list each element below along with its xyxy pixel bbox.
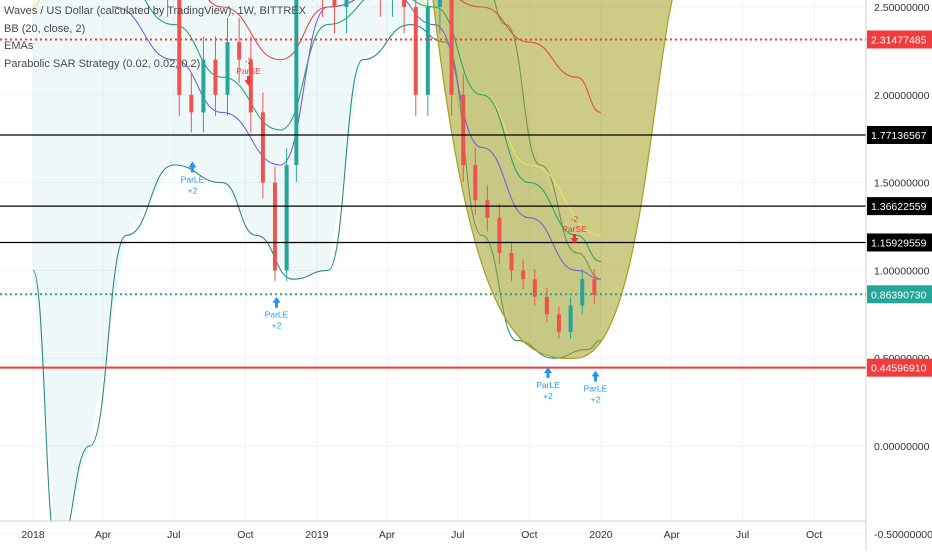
candle-body	[402, 0, 407, 7]
horizontal-levels	[0, 38, 866, 369]
candle-body	[592, 279, 597, 295]
long-arrow-icon	[272, 296, 281, 308]
signal-qty: +2	[272, 321, 282, 331]
signal-qty: -2	[571, 214, 579, 224]
price-tag-label: 2.31477485	[871, 34, 927, 46]
time-tick-label: Oct	[521, 529, 537, 541]
candle-body	[568, 305, 573, 332]
price-tag-label: 0.44596910	[871, 363, 927, 375]
price-tag-label: 0.86390730	[871, 289, 927, 301]
candle-body	[225, 42, 230, 95]
signal-qty: +2	[188, 186, 198, 196]
price-tag-box	[867, 197, 932, 216]
long-arrow-icon	[188, 161, 197, 173]
candle-body	[248, 59, 253, 113]
price-tag-label: 1.36622559	[871, 201, 927, 213]
price-tag-box	[867, 285, 932, 304]
candle-body	[201, 59, 206, 113]
candle-body	[497, 217, 502, 253]
legend-emas[interactable]: EMAs	[4, 40, 34, 52]
signal-qty: +2	[591, 394, 601, 404]
plot-layer: ParLE+2ParLE+2-2ParSEParLE+2-2ParSEParLE…	[0, 0, 866, 521]
price-tag-label: 1.15929559	[871, 237, 927, 249]
price-tick-label: 1.50000000	[874, 178, 930, 190]
candle-body	[189, 94, 194, 113]
strategy-signals: ParLE+2ParLE+2-2ParSEParLE+2-2ParSEParLE…	[181, 56, 608, 404]
time-tick-label: Apr	[379, 529, 396, 541]
price-tick-label: 2.00000000	[874, 90, 930, 102]
candle-body	[532, 279, 537, 297]
candle-body	[580, 279, 585, 306]
time-tick-label: Oct	[806, 529, 822, 541]
candle-body	[437, 0, 442, 7]
long-arrow-icon	[544, 366, 553, 378]
time-tick-label: Apr	[664, 529, 681, 541]
candle-body	[332, 0, 337, 7]
time-tick-label: Jul	[451, 529, 464, 541]
candle-body	[177, 0, 182, 95]
candle-body	[294, 0, 299, 166]
price-tag-box	[867, 233, 932, 252]
price-tags: 5.006442283.743248483.242504672.73884844…	[867, 30, 932, 377]
signal-label: ParLE	[584, 383, 608, 393]
time-tick-label: Jul	[736, 529, 749, 541]
candle-body	[449, 0, 454, 95]
price-tag-box	[867, 358, 932, 377]
candle-body	[485, 200, 490, 218]
ema-line-4	[113, 0, 601, 280]
legend-bb[interactable]: BB (20, close, 2)	[4, 22, 86, 35]
candle-body	[237, 42, 242, 60]
bollinger-fill	[33, 0, 601, 521]
price-tick-label: 0.00000000	[874, 441, 930, 453]
candle-body	[509, 252, 514, 271]
candle-body	[521, 270, 526, 280]
time-tick-label: 2018	[21, 529, 45, 541]
short-arrow-icon	[244, 76, 253, 87]
signal-label: ParLE	[536, 380, 560, 390]
legend: Waves / US Dollar (calculated by Trading…	[4, 3, 306, 73]
ema-line-2	[208, 0, 602, 113]
candle-body	[461, 94, 466, 166]
candle-body	[413, 7, 418, 95]
candle-body	[284, 165, 289, 271]
candle-body	[272, 182, 277, 271]
time-axis[interactable]: 2018 Apr Jul Oct 2019 Apr Jul Oct 2020 Apr Jul Oct	[21, 529, 822, 541]
signal-qty: +2	[543, 391, 553, 401]
legend-symbol[interactable]: Waves / US Dollar (calculated by Trading…	[4, 5, 306, 17]
candles	[167, 0, 597, 339]
candle-body	[344, 0, 349, 7]
signal-label: ParLE	[265, 310, 289, 320]
price-tick-label: 1.00000000	[874, 265, 930, 277]
time-tick-label: Oct	[237, 529, 253, 541]
candle-body	[544, 296, 549, 315]
time-tick-label: Jul	[167, 529, 180, 541]
signal-label: ParSE	[236, 66, 261, 76]
price-tag-label: 1.77136567	[871, 130, 927, 142]
candle-body	[213, 59, 218, 95]
short-arrow-icon	[570, 234, 579, 245]
time-tick-label: Apr	[95, 529, 112, 541]
candle-body	[556, 314, 561, 332]
time-tick-label: 2019	[305, 529, 329, 541]
long-arrow-icon	[591, 370, 600, 382]
signal-label: ParSE	[562, 224, 587, 234]
signal-qty: -2	[245, 56, 253, 66]
candle-body	[425, 7, 430, 95]
price-tag-box	[867, 30, 932, 49]
time-tick-label: 2020	[589, 529, 613, 541]
candle-body	[473, 165, 478, 201]
price-tag-box	[867, 126, 932, 145]
price-tick-label: 2.50000000	[874, 2, 930, 14]
candle-body	[260, 112, 265, 183]
price-tick-label: -0.50000000	[874, 529, 932, 541]
legend-sar[interactable]: Parabolic SAR Strategy (0.02, 0.02, 0.2)	[4, 57, 201, 70]
signal-label: ParLE	[181, 175, 205, 185]
